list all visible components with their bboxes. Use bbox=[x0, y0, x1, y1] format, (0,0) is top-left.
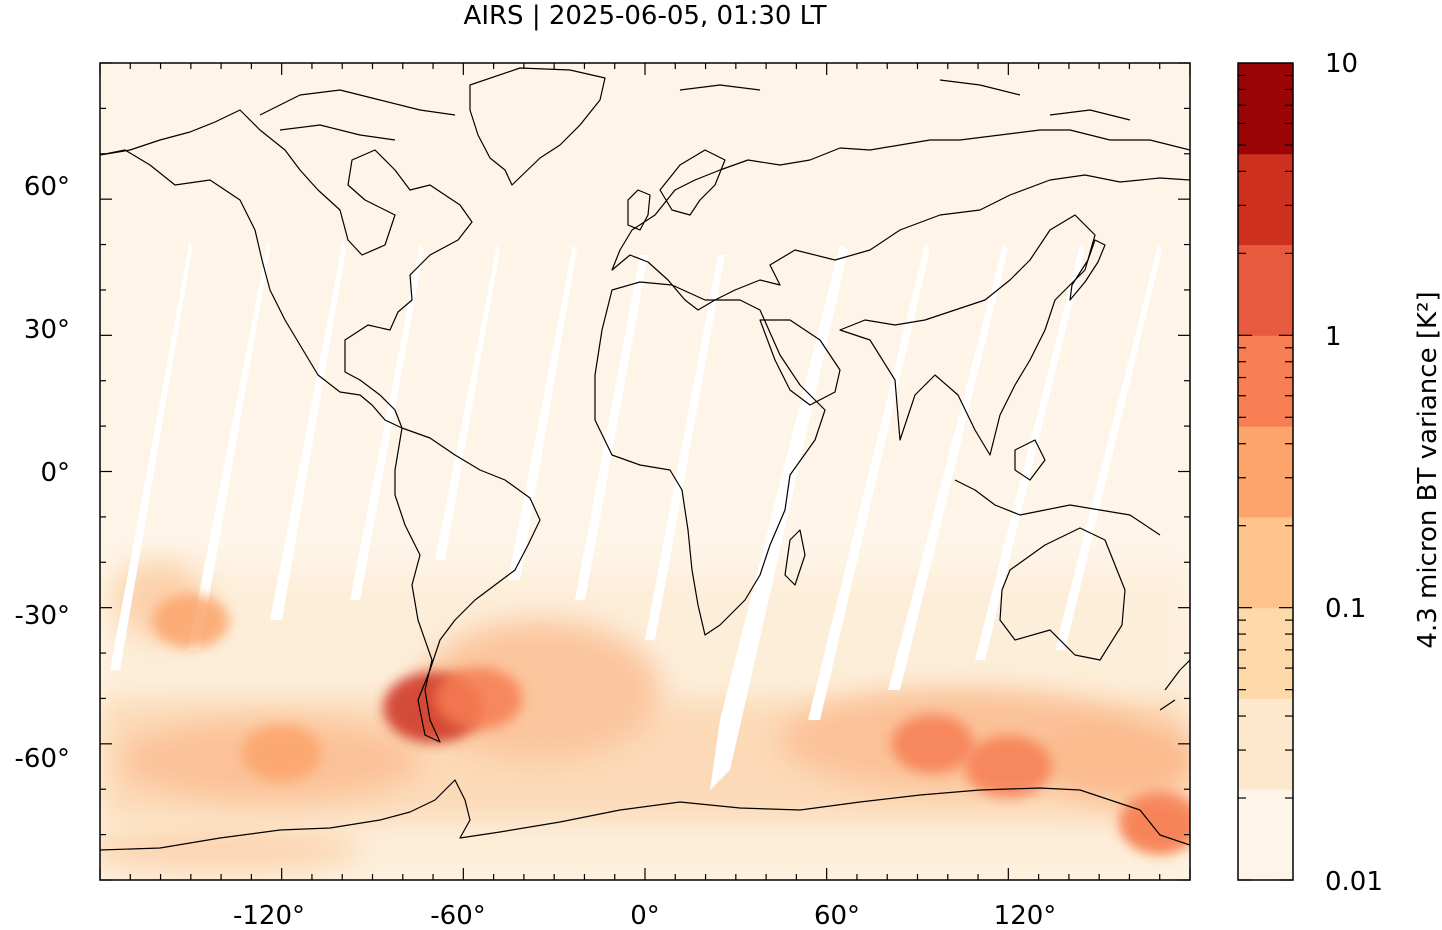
y-tick-label: -30° bbox=[15, 601, 70, 631]
map-area bbox=[100, 63, 1190, 880]
x-axis: -120° -60° 0° 60° 120° bbox=[233, 901, 1056, 930]
coastline-africa bbox=[594, 281, 826, 636]
variance-field bbox=[100, 560, 1190, 880]
coastline-japan bbox=[1069, 239, 1106, 301]
coastline-europe bbox=[611, 129, 1190, 311]
swath-gap-5 bbox=[435, 245, 500, 560]
colorbar-segment bbox=[1238, 516, 1293, 609]
coastline-british-isles bbox=[627, 189, 651, 231]
colorbar-tick-label: 10 bbox=[1325, 49, 1358, 79]
hotspot-layer bbox=[152, 593, 1190, 851]
variance-hotspot bbox=[152, 593, 230, 649]
y-axis: 60° 30° 0° -30° -60° bbox=[15, 172, 70, 774]
colorbar-segment bbox=[1238, 426, 1293, 518]
colorbar-tick-label: 1 bbox=[1325, 322, 1342, 352]
chart-title: AIRS | 2025-06-05, 01:30 LT bbox=[464, 1, 827, 31]
colorbar-segment bbox=[1238, 335, 1293, 427]
x-tick-label: -120° bbox=[233, 901, 305, 930]
coastline-antarctica bbox=[100, 779, 1190, 851]
variance-blob-antarctic bbox=[100, 828, 360, 872]
colorbar-segment bbox=[1238, 244, 1293, 336]
coastline-north-america bbox=[100, 109, 473, 429]
swath-gaps bbox=[110, 240, 1162, 790]
swath-gap-12 bbox=[975, 245, 1085, 660]
coastline-south-america bbox=[394, 427, 541, 743]
x-tick-label: -60° bbox=[430, 901, 485, 930]
colorbar-segment bbox=[1238, 63, 1293, 155]
x-tick-label: 120° bbox=[994, 901, 1057, 930]
variance-blob-east bbox=[1040, 720, 1190, 800]
coastline-asia-south bbox=[839, 214, 1096, 456]
colorbar-segment bbox=[1238, 789, 1293, 881]
swath-gap-11 bbox=[888, 245, 1008, 690]
coastline-greenland bbox=[469, 67, 606, 186]
swath-gap-1 bbox=[110, 240, 192, 670]
swath-gap-7 bbox=[575, 255, 648, 600]
swath-gap-6 bbox=[508, 245, 577, 580]
swath-gap-8 bbox=[645, 255, 725, 640]
y-tick-label: 30° bbox=[24, 315, 70, 345]
coastline-australia bbox=[999, 527, 1126, 661]
y-tick-label: 60° bbox=[24, 172, 70, 202]
variance-hotspot bbox=[434, 667, 523, 730]
swath-gap-9 bbox=[710, 245, 848, 790]
map-ticks bbox=[99, 62, 1191, 881]
variance-hotspot bbox=[891, 714, 974, 774]
coastline-new-zealand bbox=[1159, 659, 1190, 711]
colorbar-tick-label: 0.1 bbox=[1325, 594, 1366, 624]
colorbar-frame bbox=[1237, 62, 1294, 881]
colorbar-ticks bbox=[1238, 74, 1293, 881]
coastline-arctic-islands bbox=[259, 79, 1131, 141]
coastline-madagascar bbox=[784, 529, 806, 586]
swath-gap-3 bbox=[270, 240, 346, 620]
y-tick-label: -60° bbox=[15, 744, 70, 774]
variance-hotspot bbox=[1118, 791, 1190, 851]
x-tick-label: 0° bbox=[630, 901, 660, 930]
colorbar-tick-label: 0.01 bbox=[1325, 867, 1383, 897]
colorbar-segment bbox=[1238, 698, 1293, 790]
coastline-borneo bbox=[1014, 439, 1046, 481]
colorbar bbox=[1238, 63, 1293, 881]
variance-hotspot bbox=[241, 724, 322, 782]
swath-gap-4 bbox=[350, 245, 424, 600]
coastline-indonesia bbox=[954, 479, 1161, 536]
x-tick-label: 60° bbox=[814, 901, 860, 930]
swath-gap-13 bbox=[1055, 245, 1162, 650]
colorbar-title: 4.3 micron BT variance [K²] bbox=[1413, 291, 1442, 648]
swath-gap-2 bbox=[188, 240, 270, 650]
coastline-scandinavia bbox=[659, 149, 726, 216]
colorbar-segment bbox=[1238, 153, 1293, 246]
coastlines bbox=[100, 67, 1190, 851]
colorbar-segment bbox=[1238, 607, 1293, 699]
y-tick-label: 0° bbox=[40, 458, 70, 488]
colorbar-labels: 10 1 0.1 0.01 bbox=[1325, 49, 1383, 897]
swath-gap-10 bbox=[808, 245, 930, 720]
variance-hotspot bbox=[964, 735, 1052, 798]
coastline-arabia bbox=[759, 319, 841, 406]
